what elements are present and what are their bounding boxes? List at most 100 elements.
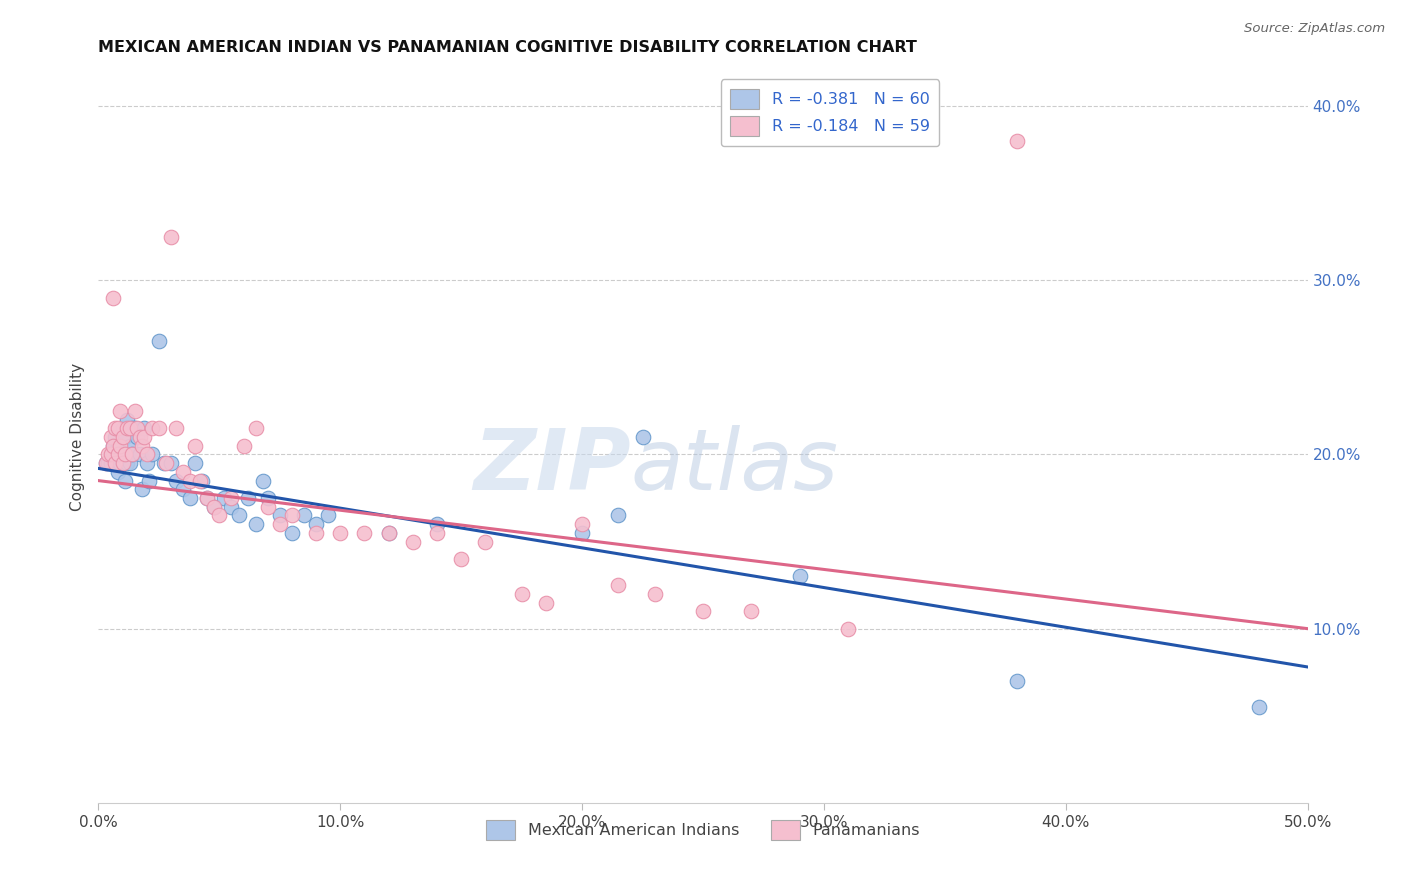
Point <box>141 421 163 435</box>
Point <box>100 448 122 462</box>
Point <box>377 525 399 540</box>
Point <box>221 491 243 505</box>
Point <box>571 525 593 540</box>
Point <box>101 448 124 462</box>
Point <box>1007 673 1029 688</box>
Point <box>238 491 260 505</box>
Point <box>281 525 304 540</box>
Point <box>111 421 134 435</box>
Point <box>1249 700 1271 714</box>
Point <box>117 456 139 470</box>
Point <box>474 534 496 549</box>
Point <box>316 508 339 523</box>
Point <box>114 474 136 488</box>
Point <box>108 439 131 453</box>
Point <box>305 525 328 540</box>
Point <box>97 456 120 470</box>
Point <box>426 517 449 532</box>
Point <box>184 439 207 453</box>
Point <box>104 421 127 435</box>
Point <box>108 456 131 470</box>
Point <box>148 334 170 349</box>
Point <box>107 439 129 453</box>
Point <box>121 421 143 435</box>
Point <box>107 465 129 479</box>
Point <box>104 430 127 444</box>
Point <box>789 569 811 583</box>
Point <box>607 578 630 592</box>
Point <box>195 491 218 505</box>
Point <box>269 517 291 532</box>
Point <box>252 474 274 488</box>
Point <box>128 430 150 444</box>
Point <box>631 430 654 444</box>
Point <box>121 448 143 462</box>
Point <box>117 412 139 426</box>
Point <box>134 430 156 444</box>
Point <box>208 508 231 523</box>
Point <box>450 552 472 566</box>
Legend: Mexican American Indians, Panamanians: Mexican American Indians, Panamanians <box>477 810 929 850</box>
Point <box>245 517 267 532</box>
Point <box>104 456 127 470</box>
Point <box>107 421 129 435</box>
Point <box>402 534 425 549</box>
Point <box>131 439 153 453</box>
Point <box>114 448 136 462</box>
Point <box>127 421 149 435</box>
Point <box>101 291 124 305</box>
Point <box>124 421 146 435</box>
Point <box>607 508 630 523</box>
Point <box>212 491 235 505</box>
Point <box>571 517 593 532</box>
Point <box>172 483 194 497</box>
Point <box>232 439 254 453</box>
Y-axis label: Cognitive Disability: Cognitive Disability <box>69 363 84 511</box>
Point <box>117 421 139 435</box>
Point <box>114 430 136 444</box>
Point <box>101 439 124 453</box>
Point <box>305 517 328 532</box>
Point <box>837 622 859 636</box>
Text: Source: ZipAtlas.com: Source: ZipAtlas.com <box>1244 22 1385 36</box>
Point <box>256 491 278 505</box>
Point <box>118 421 141 435</box>
Point <box>191 474 214 488</box>
Point <box>100 430 122 444</box>
Point <box>329 525 352 540</box>
Point <box>135 448 157 462</box>
Point <box>104 456 127 470</box>
Point <box>138 474 160 488</box>
Point <box>111 456 134 470</box>
Point <box>160 456 183 470</box>
Point <box>165 421 187 435</box>
Point <box>510 587 533 601</box>
Point <box>148 421 170 435</box>
Point <box>108 404 131 418</box>
Point <box>188 474 211 488</box>
Point <box>94 456 117 470</box>
Point <box>204 500 226 514</box>
Point <box>100 448 122 462</box>
Point <box>281 508 304 523</box>
Point <box>141 448 163 462</box>
Point <box>121 448 143 462</box>
Point <box>353 525 375 540</box>
Point <box>160 229 183 244</box>
Point <box>228 508 250 523</box>
Point <box>195 491 218 505</box>
Point <box>292 508 315 523</box>
Point <box>184 456 207 470</box>
Point <box>118 439 141 453</box>
Point <box>101 439 124 453</box>
Point <box>100 456 122 470</box>
Point <box>155 456 177 470</box>
Text: atlas: atlas <box>630 425 838 508</box>
Point <box>172 465 194 479</box>
Text: ZIP: ZIP <box>472 425 630 508</box>
Point <box>124 404 146 418</box>
Point <box>134 421 156 435</box>
Point <box>644 587 666 601</box>
Point <box>152 456 174 470</box>
Point <box>111 456 134 470</box>
